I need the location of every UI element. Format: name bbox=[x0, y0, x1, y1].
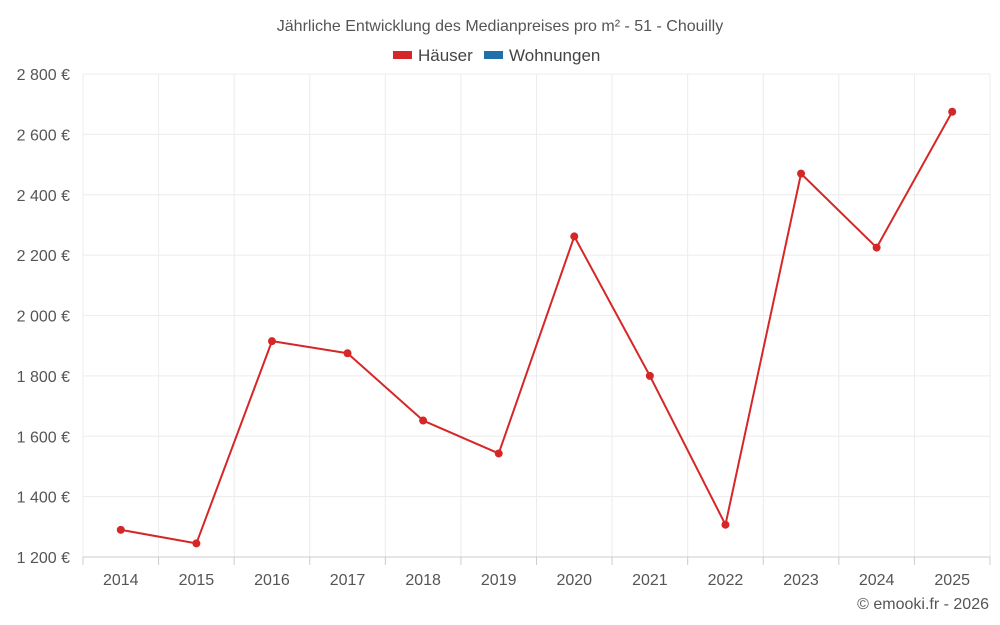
x-tick-label: 2020 bbox=[556, 572, 592, 589]
x-tick-label: 2025 bbox=[934, 572, 970, 589]
data-point[interactable] bbox=[872, 243, 881, 252]
y-tick-label: 1 800 € bbox=[17, 369, 70, 386]
y-tick-label: 1 200 € bbox=[17, 550, 70, 567]
y-tick-label: 2 600 € bbox=[17, 127, 70, 144]
legend-label-haeuser: Häuser bbox=[418, 46, 473, 65]
data-point[interactable] bbox=[267, 337, 276, 346]
x-tick-label: 2022 bbox=[708, 572, 744, 589]
x-tick-label: 2019 bbox=[481, 572, 517, 589]
x-tick-label: 2016 bbox=[254, 572, 290, 589]
x-tick-label: 2024 bbox=[859, 572, 895, 589]
data-point[interactable] bbox=[645, 371, 654, 380]
y-tick-label: 2 200 € bbox=[17, 248, 70, 265]
legend: Häuser Wohnungen bbox=[393, 46, 600, 65]
data-point[interactable] bbox=[570, 232, 579, 241]
data-point[interactable] bbox=[797, 169, 806, 178]
data-point[interactable] bbox=[721, 520, 730, 529]
data-point[interactable] bbox=[116, 525, 125, 534]
x-tick-label: 2021 bbox=[632, 572, 668, 589]
x-tick-label: 2015 bbox=[179, 572, 215, 589]
data-point[interactable] bbox=[419, 416, 428, 425]
data-point[interactable] bbox=[343, 349, 352, 358]
x-axis: 2014 2015 2016 2017 2018 2019 2020 2021 2022 2023… bbox=[82, 556, 991, 589]
credit-text: © emooki.fr - 2026 bbox=[857, 596, 989, 613]
y-axis: 1 200 € 1 400 € 1 600 € 1 800 € 2 000 € 2 200… bbox=[17, 67, 70, 567]
y-tick-label: 1 400 € bbox=[17, 490, 70, 507]
x-tick-label: 2023 bbox=[783, 572, 819, 589]
legend-swatch-wohnungen bbox=[484, 51, 503, 59]
data-point[interactable] bbox=[192, 539, 201, 548]
legend-label-wohnungen: Wohnungen bbox=[509, 46, 600, 65]
data-point[interactable] bbox=[948, 107, 957, 116]
x-tick-label: 2017 bbox=[330, 572, 366, 589]
chart-title: Jährliche Entwicklung des Medianpreises … bbox=[277, 18, 723, 35]
y-tick-label: 2 000 € bbox=[17, 309, 70, 326]
y-tick-label: 1 600 € bbox=[17, 429, 70, 446]
legend-swatch-haeuser bbox=[393, 51, 412, 59]
legend-item-haeuser[interactable]: Häuser bbox=[393, 46, 473, 65]
legend-item-wohnungen[interactable]: Wohnungen bbox=[484, 46, 600, 65]
y-tick-label: 2 800 € bbox=[17, 67, 70, 84]
data-point[interactable] bbox=[494, 449, 503, 458]
grid bbox=[82, 73, 991, 558]
x-tick-label: 2014 bbox=[103, 572, 139, 589]
series-line-0 bbox=[120, 111, 954, 545]
series bbox=[116, 107, 957, 548]
y-tick-label: 2 400 € bbox=[17, 188, 70, 205]
x-tick-label: 2018 bbox=[405, 572, 441, 589]
